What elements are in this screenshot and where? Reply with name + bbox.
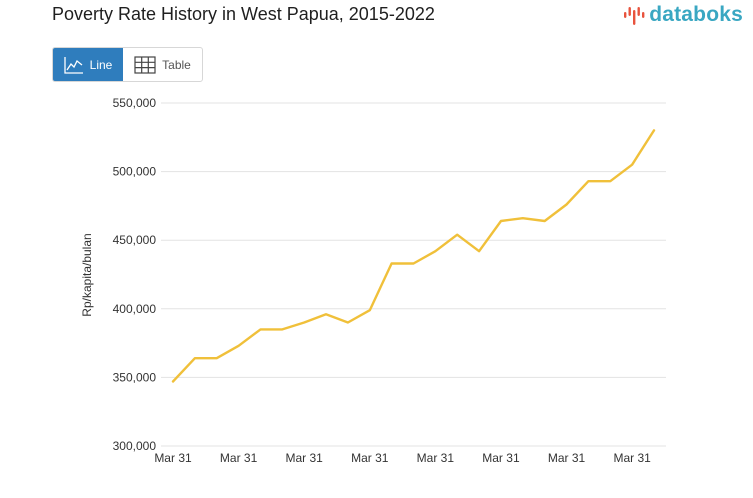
series-line (171, 129, 656, 383)
y-axis-label: Rp/kapita/bulan (80, 233, 94, 316)
y-tick-label: 400,000 (113, 302, 157, 316)
x-tick-label: Mar 31 (154, 451, 192, 465)
y-tick-label: 450,000 (113, 233, 157, 247)
view-toggle: Line Table (52, 47, 203, 82)
logo-text: databoks (649, 3, 743, 26)
table-view-label: Table (162, 57, 191, 72)
line-chart-icon (64, 56, 83, 74)
x-tick-labels: Mar 31 Mar 31 Mar 31 Mar 31 Mar 31 Mar 31 Mar … (154, 451, 651, 465)
line-view-label: Line (89, 57, 113, 72)
y-tick-label: 350,000 (113, 370, 157, 384)
y-tick-labels: 550,000 500,000 450,000 400,000 350,000 300,0… (113, 96, 157, 453)
x-tick-label: Mar 31 (417, 451, 455, 465)
x-tick-label: Mar 31 (220, 451, 258, 465)
chart-title: Poverty Rate History in West Papua, 2015… (52, 4, 435, 24)
line-view-button[interactable]: Line (53, 48, 123, 81)
x-tick-label: Mar 31 (482, 451, 520, 465)
table-grid-icon (134, 55, 156, 74)
databoks-logo: databoks (622, 2, 743, 28)
y-tick-label: 550,000 (113, 96, 157, 110)
logo-mark-icon (624, 7, 645, 25)
x-tick-label: Mar 31 (351, 451, 389, 465)
table-view-button[interactable]: Table (123, 48, 202, 81)
x-tick-label: Mar 31 (286, 451, 324, 465)
y-tick-label: 500,000 (113, 165, 157, 179)
x-tick-label: Mar 31 (613, 451, 651, 465)
grid-layer (161, 102, 666, 447)
x-tick-label: Mar 31 (548, 451, 586, 465)
y-tick-label: 300,000 (113, 439, 157, 453)
